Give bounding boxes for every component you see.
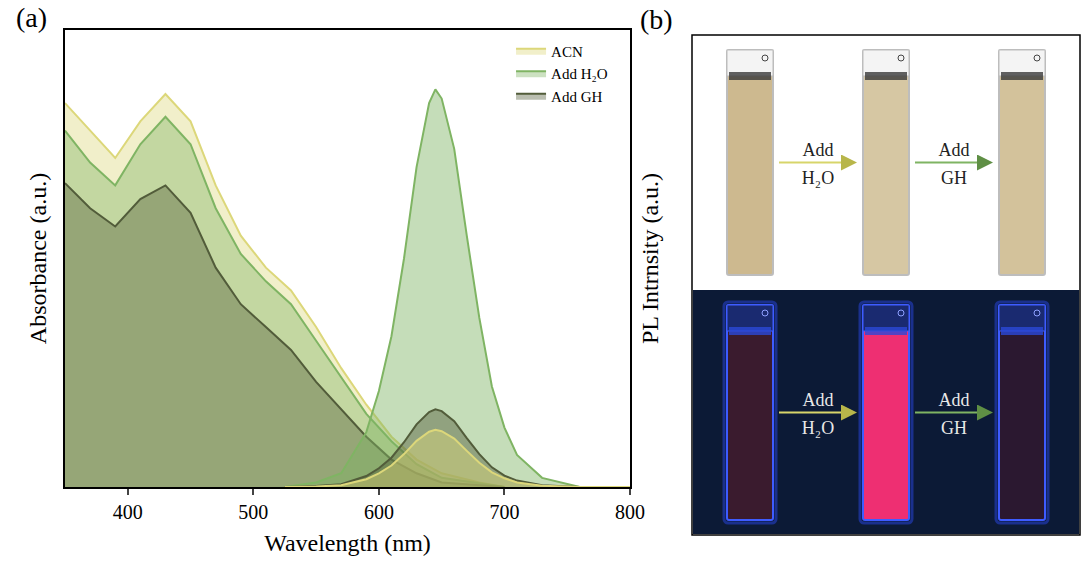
svg-text:600: 600 — [364, 501, 394, 523]
svg-text:ACN: ACN — [551, 44, 583, 60]
svg-text:H₂O: H₂O — [802, 418, 834, 438]
svg-text:GH: GH — [941, 418, 967, 438]
svg-text:H₂O: H₂O — [802, 168, 834, 188]
svg-text:Add: Add — [803, 390, 834, 410]
svg-text:GH: GH — [941, 168, 967, 188]
svg-text:500: 500 — [238, 501, 268, 523]
svg-text:700: 700 — [489, 501, 519, 523]
svg-text:Add GH: Add GH — [551, 89, 602, 105]
svg-text:Add H₂O: Add H₂O — [551, 66, 608, 82]
svg-text:Wavelength (nm): Wavelength (nm) — [264, 530, 431, 556]
svg-text:PL Intrnsity (a.u.): PL Intrnsity (a.u.) — [637, 173, 663, 344]
svg-text:Add: Add — [939, 390, 970, 410]
svg-text:Add: Add — [939, 140, 970, 160]
svg-text:Add: Add — [803, 140, 834, 160]
html-text:(b): (b) — [640, 4, 673, 35]
svg-text:400: 400 — [113, 501, 143, 523]
svg-text:Absorbance (a.u.): Absorbance (a.u.) — [25, 173, 51, 344]
svg-text:800: 800 — [615, 501, 645, 523]
svg-text:(a): (a) — [16, 2, 47, 33]
